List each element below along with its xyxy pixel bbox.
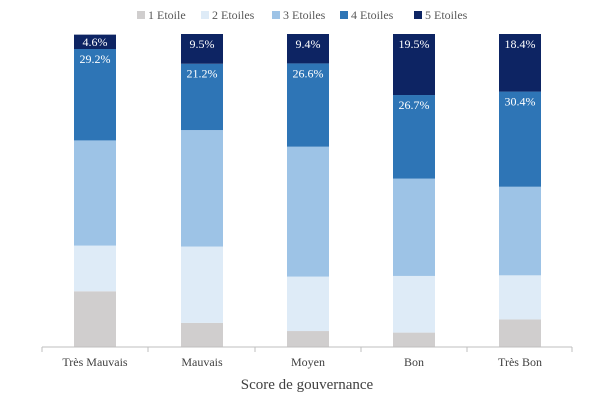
bar-segment-moyen-4-etoiles [287,63,329,147]
data-label-mauvais-4-etoiles: 21.2% [187,67,218,81]
data-label-moyen-5-etoiles: 9.4% [296,37,321,51]
bar-segment-tres-mauvais-1-etoile [74,291,116,347]
data-label-moyen-4-etoiles: 26.6% [293,66,324,80]
legend-swatch [414,11,422,19]
legend-item-5-etoiles: 5 Etoiles [414,8,468,22]
bar-segment-bon-1-etoile [393,332,435,347]
bar-segment-tres-bon-4-etoiles [499,91,541,187]
bar-segment-bon-4-etoiles [393,95,435,179]
legend-item-1-etoile: 1 Etoile [137,8,186,22]
legend-item-3-etoiles: 3 Etoiles [272,8,326,22]
data-label-mauvais-5-etoiles: 9.5% [190,37,215,51]
x-tick-label-mauvais: Mauvais [181,355,223,369]
legend-label: 1 Etoile [148,8,186,22]
bar-segment-moyen-1-etoile [287,331,329,347]
data-label-tres-mauvais-5-etoiles: 4.6% [83,35,108,49]
x-tick-label-tres-mauvais: Très Mauvais [62,355,128,369]
legend-swatch [340,11,348,19]
x-axis-title: Score de gouvernance [241,377,374,393]
bar-segment-moyen-5-etoiles [287,34,329,64]
bar-segment-mauvais-4-etoiles [181,63,223,131]
legend-label: 5 Etoiles [425,8,468,22]
data-label-tres-bon-5-etoiles: 18.4% [505,37,536,51]
bar-segment-tres-mauvais-4-etoiles [74,49,116,141]
legend-swatch [201,11,209,19]
bar-segment-bon-2-etoiles [393,275,435,333]
bar-segment-tres-bon-3-etoiles [499,186,541,276]
legend-item-2-etoiles: 2 Etoiles [201,8,255,22]
bar-segment-tres-mauvais-5-etoiles [74,34,116,50]
legend-label: 4 Etoiles [351,8,394,22]
bar-segment-tres-bon-1-etoile [499,319,541,347]
bar-segment-tres-mauvais-2-etoiles [74,245,116,292]
bar-segment-moyen-3-etoiles [287,146,329,277]
legend-label: 2 Etoiles [212,8,255,22]
bar-segment-mauvais-2-etoiles [181,246,223,323]
data-label-tres-bon-4-etoiles: 30.4% [505,95,536,109]
data-label-tres-mauvais-4-etoiles: 29.2% [80,52,111,66]
x-tick-label-tres-bon: Très Bon [498,355,542,369]
bar-segment-tres-mauvais-3-etoiles [74,140,116,246]
data-labels-group: 29.2% 4.6% 21.2% 9.5% 26.6% 9.4% 26.7% 19.5% 30.… [80,35,536,112]
bar-segment-tres-bon-5-etoiles [499,34,541,92]
legend: 1 Etoile 2 Etoiles 3 Etoiles 4 Etoiles 5 Eto… [137,8,468,22]
bar-segment-bon-5-etoiles [393,34,435,96]
bar-segment-mauvais-3-etoiles [181,130,223,247]
legend-item-4-etoiles: 4 Etoiles [340,8,394,22]
data-label-bon-4-etoiles: 26.7% [399,98,430,112]
legend-swatch [272,11,280,19]
bars-group [74,34,541,347]
legend-label: 3 Etoiles [283,8,326,22]
x-tick-label-moyen: Moyen [291,355,325,369]
x-tick-label-bon: Bon [404,355,424,369]
x-tick-labels: Très Mauvais Mauvais Moyen Bon Très Bon [41,347,573,369]
data-label-bon-5-etoiles: 19.5% [399,37,430,51]
legend-swatch [137,11,145,19]
bar-segment-bon-3-etoiles [393,178,435,276]
bar-segment-moyen-2-etoiles [287,276,329,332]
bar-segment-mauvais-1-etoile [181,322,223,347]
bar-segment-tres-bon-2-etoiles [499,275,541,320]
bar-segment-mauvais-5-etoiles [181,34,223,64]
